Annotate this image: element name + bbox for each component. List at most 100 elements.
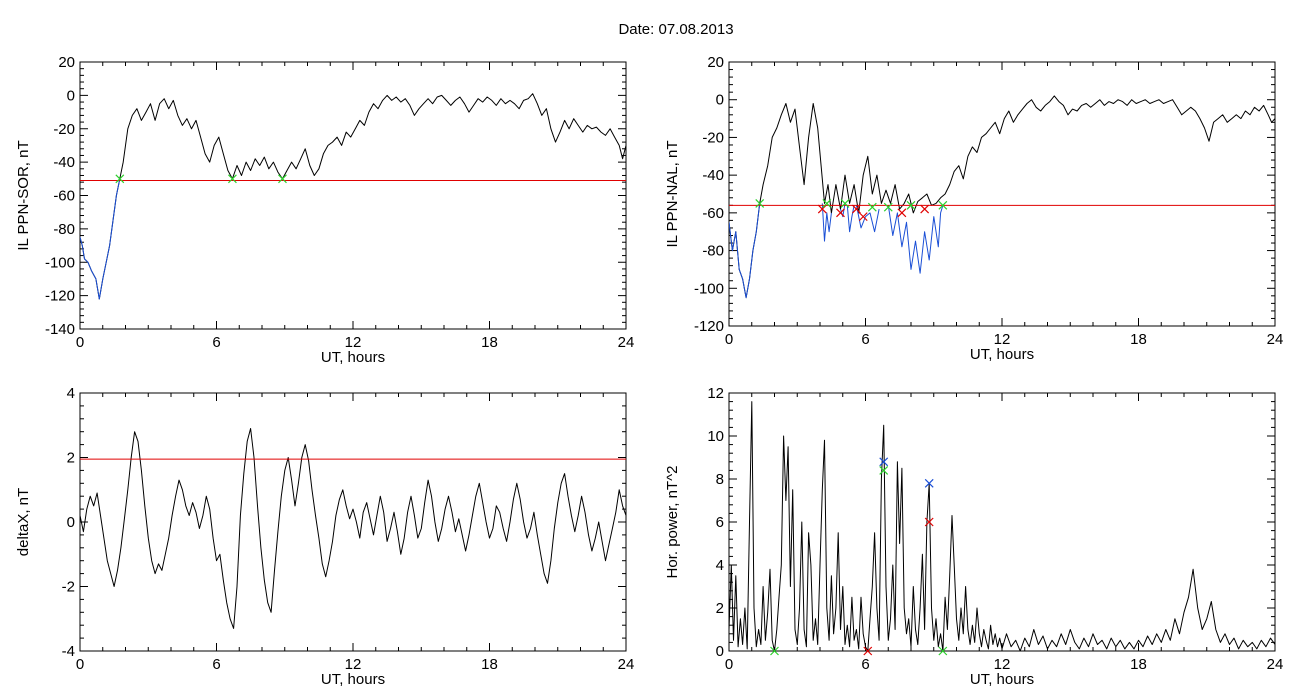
event-marker (924, 478, 934, 488)
event-marker (863, 646, 873, 656)
panel-deltax: 0 6 12 18 24 4 2 0 -2 -4 UT, hours deltaX, nT (15, 385, 634, 688)
x-tick-label: 18 (481, 656, 498, 673)
y-tick-label: -60 (702, 205, 724, 222)
y-axis-label: IL PPN-SOR, nT (15, 140, 32, 250)
x-axis-label: UT, hours (321, 349, 385, 366)
y-tick-label: -20 (702, 129, 724, 146)
y-tick-label: 0 (716, 92, 724, 109)
event-marker (920, 204, 930, 214)
y-tick-label: -40 (702, 167, 724, 184)
event-marker (924, 517, 934, 527)
x-tick-label: 24 (1267, 331, 1284, 348)
y-axis-label: IL PPN-NAL, nT (664, 141, 681, 248)
series-line (729, 203, 761, 299)
series-line (846, 205, 855, 233)
x-tick-label: 18 (1130, 331, 1147, 348)
series-line (80, 178, 121, 300)
x-tick-label: 18 (1130, 656, 1147, 673)
y-axis-label: deltaX, nT (15, 488, 32, 556)
plot-frame (79, 61, 627, 330)
y-tick-label: -40 (53, 154, 75, 171)
series-line (729, 95, 1275, 299)
y-tick-label: 8 (716, 471, 724, 488)
x-tick-label: 12 (994, 656, 1011, 673)
event-marker (836, 208, 845, 218)
plot-frame (728, 61, 1276, 327)
y-tick-label: 0 (67, 87, 75, 104)
event-marker (115, 174, 125, 184)
y-tick-label: 4 (716, 557, 724, 574)
panel-il-ppn-sor: 0 6 12 18 24 20 0 -20 -40 -60 -80 -100 -120 -140 UT, h… (15, 54, 634, 366)
y-tick-label: -140 (45, 321, 75, 338)
y-tick-label: -20 (53, 121, 75, 138)
y-tick-label: -2 (62, 579, 75, 596)
event-marker (879, 465, 889, 475)
event-marker (938, 646, 948, 656)
x-tick-label: 6 (212, 334, 220, 351)
x-tick-label: 24 (618, 656, 635, 673)
x-tick-label: 12 (345, 334, 362, 351)
event-marker (278, 174, 287, 184)
y-tick-label: 20 (58, 54, 75, 71)
x-tick-label: 6 (212, 656, 220, 673)
y-tick-label: -120 (694, 318, 724, 335)
series-line (855, 205, 880, 233)
x-axis-label: UT, hours (321, 671, 385, 688)
x-tick-label: 0 (76, 334, 84, 351)
x-axis-label: UT, hours (970, 671, 1034, 688)
y-tick-label: 4 (67, 385, 75, 402)
x-tick-label: 6 (861, 656, 869, 673)
x-tick-label: 0 (76, 656, 84, 673)
y-tick-label: -120 (45, 288, 75, 305)
plot-frame (79, 392, 627, 652)
event-marker (770, 646, 779, 656)
y-tick-label: -100 (45, 254, 75, 271)
series-line (80, 93, 626, 300)
y-tick-label: -100 (694, 280, 724, 297)
y-tick-label: -4 (62, 643, 75, 660)
series-group (729, 401, 1275, 651)
event-marker (897, 208, 907, 218)
y-tick-label: 0 (716, 643, 724, 660)
y-tick-label: 2 (67, 450, 75, 467)
y-tick-label: 20 (707, 54, 724, 71)
event-marker (755, 199, 765, 208)
series-line (887, 205, 944, 274)
y-tick-label: 2 (716, 600, 724, 617)
event-marker (822, 199, 832, 208)
y-tick-label: -80 (702, 243, 724, 260)
event-marker (906, 200, 916, 210)
y-tick-label: 0 (67, 514, 75, 531)
series-group (80, 428, 626, 629)
x-tick-label: 18 (481, 334, 498, 351)
series-group (80, 93, 626, 300)
y-axis-label: Hor. power, nT^2 (664, 466, 681, 579)
series-line (80, 428, 626, 629)
y-tick-label: 10 (707, 428, 724, 445)
x-tick-label: 0 (725, 331, 733, 348)
event-marker (817, 204, 827, 214)
page-title: Date: 07.08.2013 (618, 21, 733, 38)
panel-hor-power: 0 6 12 18 24 12 10 8 6 4 2 0 UT, hours Hor. power, nT… (664, 385, 1283, 688)
x-tick-label: 24 (618, 334, 635, 351)
x-tick-label: 24 (1267, 656, 1284, 673)
event-marker (228, 174, 237, 184)
x-tick-label: 12 (345, 656, 362, 673)
event-marker (851, 204, 861, 214)
x-axis-label: UT, hours (970, 346, 1034, 363)
panel-il-ppn-nal: 0 6 12 18 24 20 0 -20 -40 -60 -80 -100 -120 UT, hours… (664, 54, 1283, 363)
event-marker (840, 199, 850, 208)
y-tick-label: -80 (53, 221, 75, 238)
x-tick-label: 12 (994, 331, 1011, 348)
event-marker (858, 212, 868, 222)
series-group (729, 95, 1275, 299)
y-tick-label: 12 (707, 385, 724, 402)
event-marker (883, 202, 893, 212)
event-marker (867, 202, 877, 212)
event-marker (938, 200, 948, 210)
y-tick-label: -60 (53, 188, 75, 205)
y-tick-label: 6 (716, 514, 724, 531)
plot-frame (728, 392, 1276, 652)
series-line (821, 203, 832, 242)
